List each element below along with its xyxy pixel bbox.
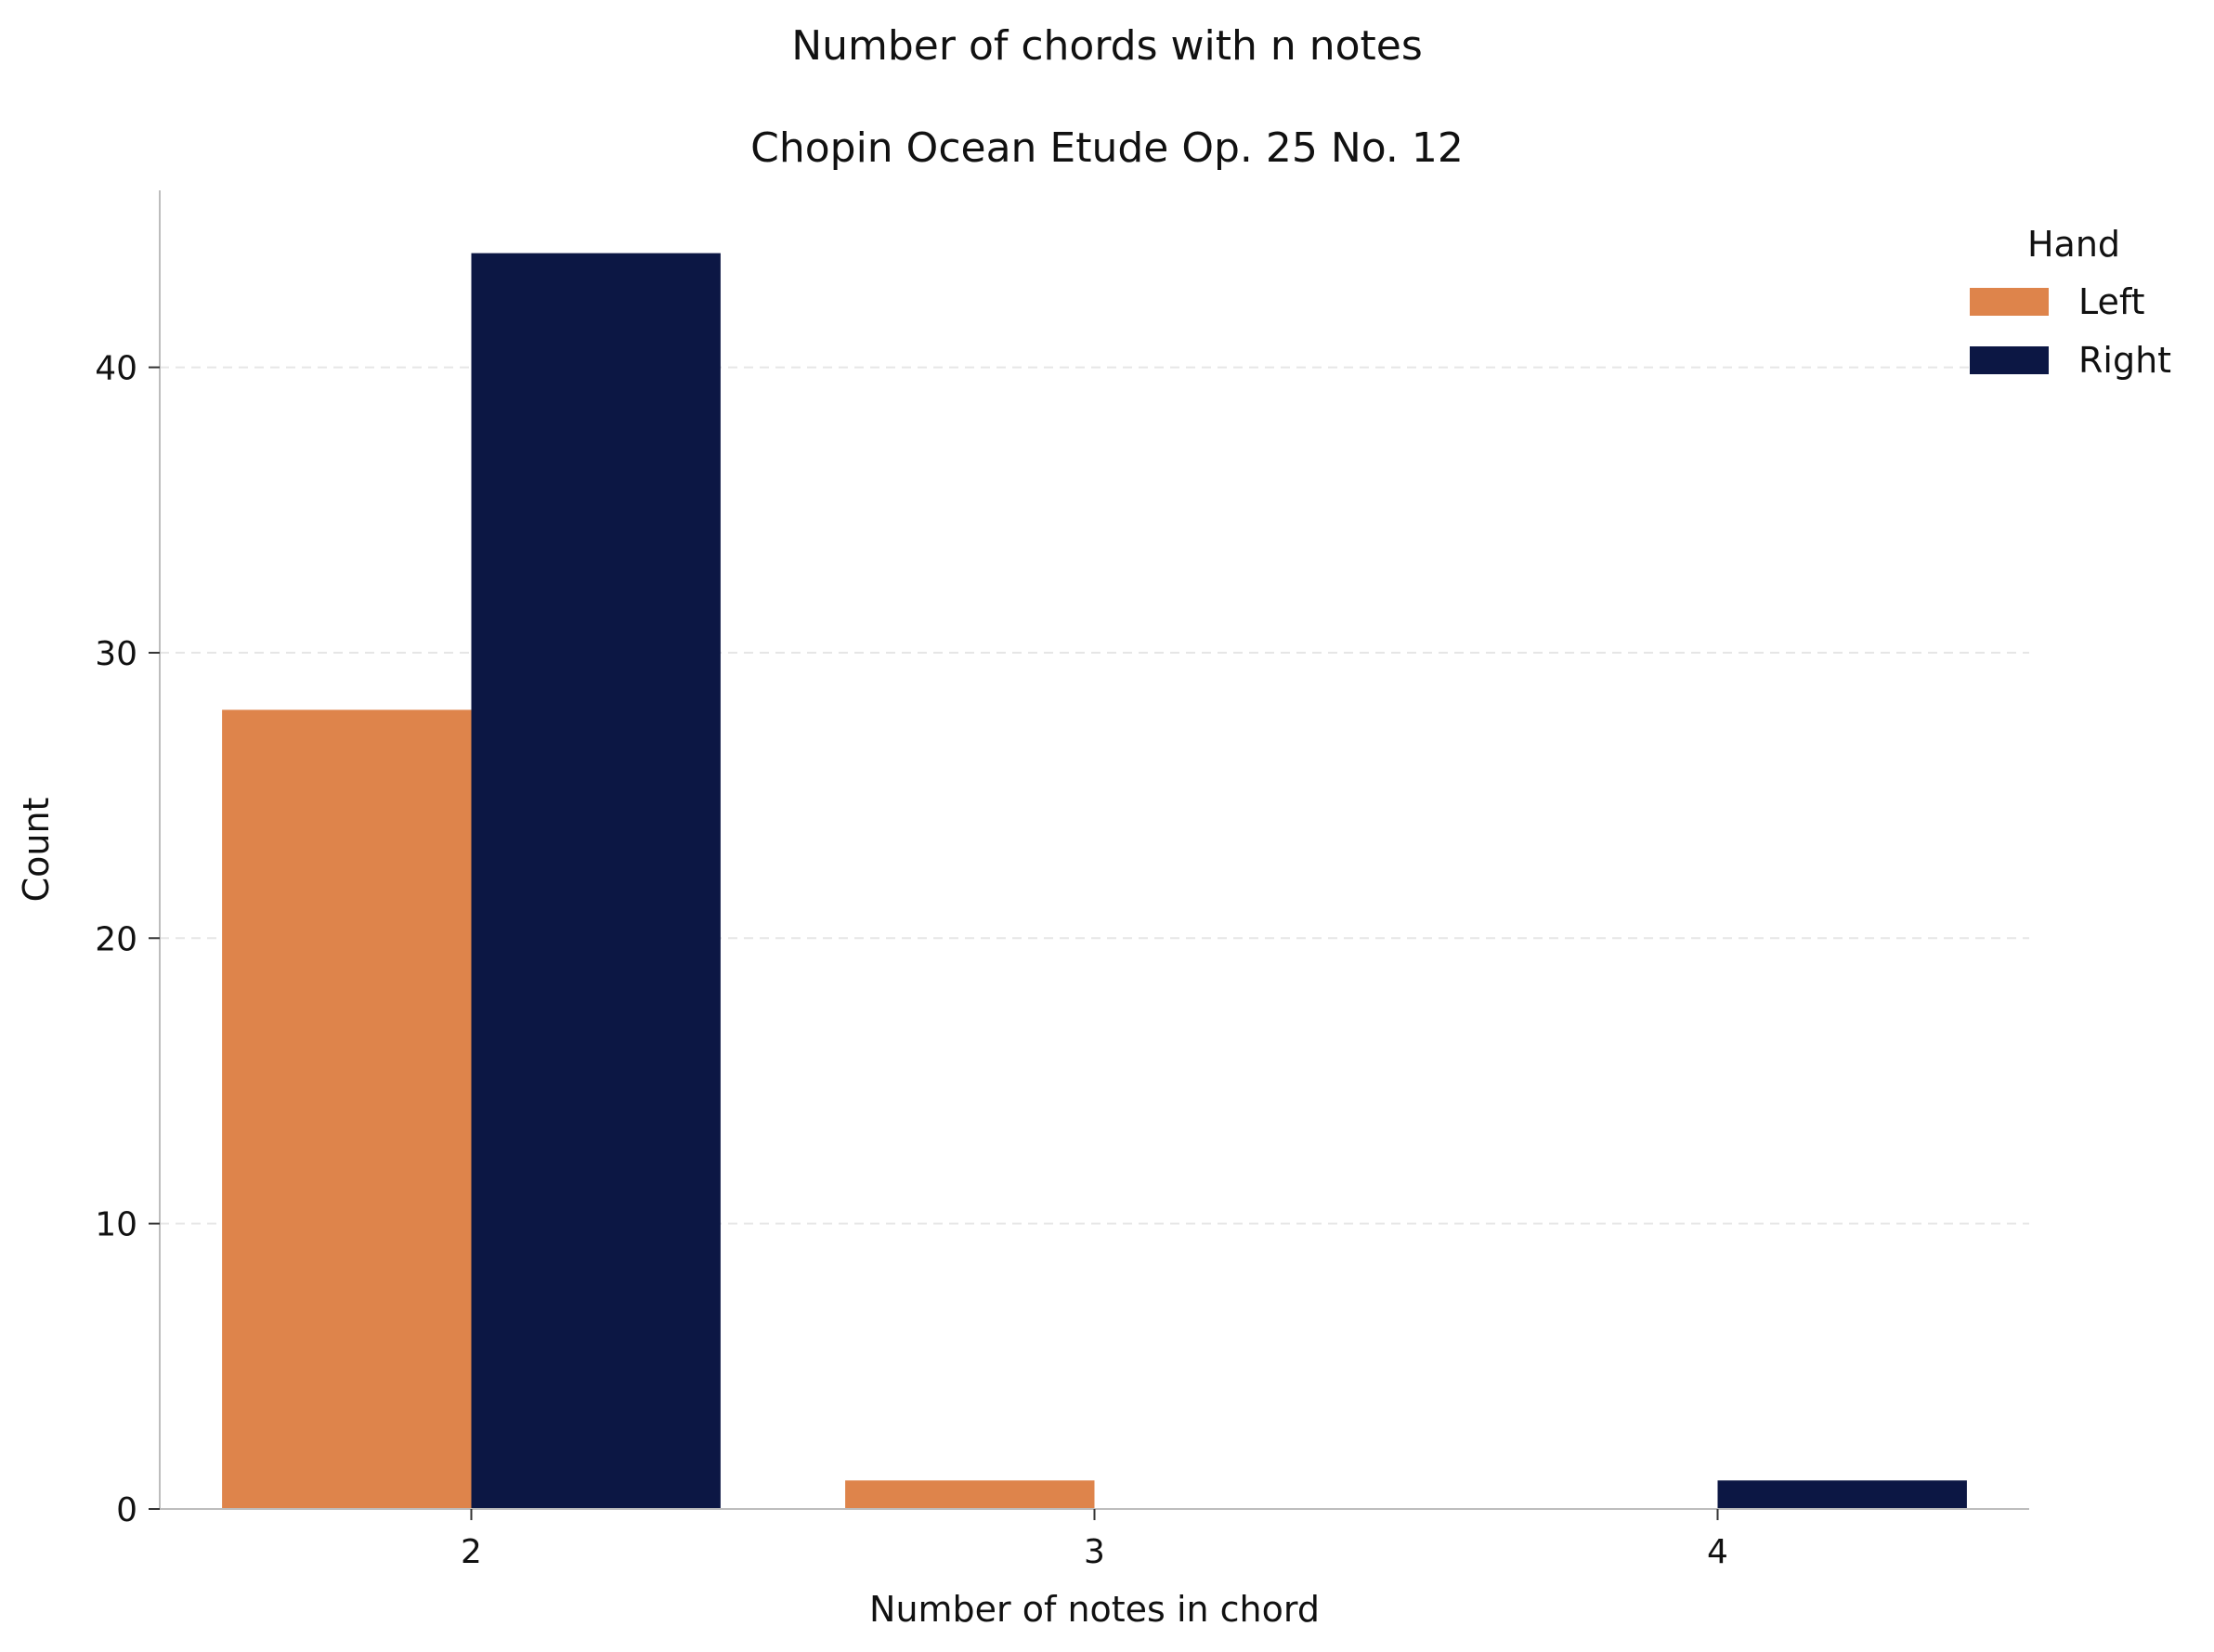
- y-tick-label: 10: [95, 1206, 137, 1244]
- grid-lines: [160, 366, 2029, 1225]
- y-tick-label: 40: [95, 350, 137, 388]
- x-ticks: 2 3 4: [461, 1509, 1728, 1571]
- bar-right-2: [471, 253, 721, 1510]
- x-tick-label: 4: [1707, 1533, 1728, 1571]
- legend-swatch-right: [1970, 346, 2049, 374]
- bar-right-4: [1717, 1480, 1967, 1509]
- legend-label-right: Right: [2078, 340, 2171, 381]
- x-tick-label: 3: [1084, 1533, 1105, 1571]
- y-axis-label: Count: [16, 798, 57, 903]
- legend-label-left: Left: [2078, 281, 2145, 322]
- y-ticks: 0 10 20 30 40: [95, 350, 160, 1529]
- chart-subtitle: Chopin Ocean Etude Op. 25 No. 12: [750, 124, 1464, 172]
- bar-left-2: [222, 709, 472, 1509]
- x-tick-label: 2: [461, 1533, 482, 1571]
- y-tick-label: 20: [95, 920, 137, 958]
- bars: [222, 253, 1967, 1510]
- chart-title: Number of chords with n notes: [791, 22, 1423, 70]
- legend-title: Hand: [2027, 224, 2120, 265]
- bar-left-3: [845, 1480, 1095, 1509]
- legend: Hand Left Right: [1970, 224, 2171, 381]
- x-axis-label: Number of notes in chord: [869, 1589, 1320, 1630]
- y-tick-label: 30: [95, 635, 137, 673]
- legend-swatch-left: [1970, 288, 2049, 316]
- y-tick-label: 0: [116, 1491, 137, 1529]
